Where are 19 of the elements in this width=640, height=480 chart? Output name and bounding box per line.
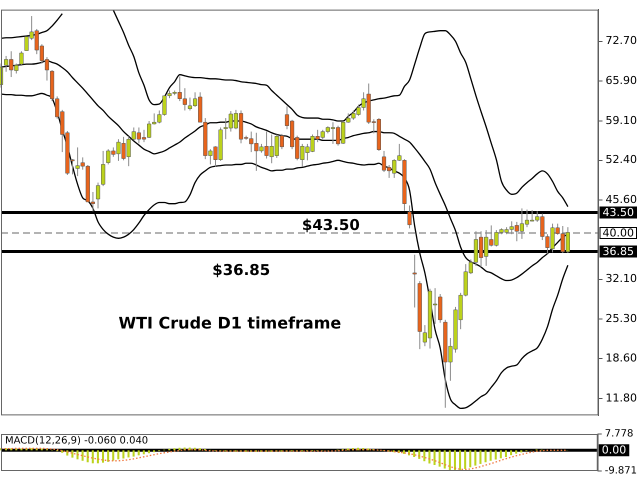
ref-line-label: 0.00 (602, 444, 626, 457)
y-tick-label: -9.871 (604, 466, 638, 477)
ref-line-label: 36.85 (602, 244, 634, 258)
y-tick-label: 32.10 (606, 272, 638, 286)
y-tick-label: 72.70 (606, 34, 638, 48)
annotation: WTI Crude D1 timeframe (118, 313, 342, 332)
annotation: $43.50 (302, 216, 360, 234)
annotation: $36.85 (212, 261, 270, 280)
ref-line-label: 40.00 (602, 226, 634, 240)
ref-line-label: 43.50 (602, 206, 634, 219)
y-tick-label: 11.80 (606, 391, 638, 404)
y-tick-label: 52.40 (606, 153, 638, 166)
y-tick-label: 45.60 (606, 193, 638, 206)
y-tick-label: 59.10 (606, 114, 638, 127)
y-tick-label: 65.90 (606, 74, 638, 87)
chart-title: MACD(12,26,9) -0.060 0.040 (5, 436, 148, 447)
y-tick-label: 7.778 (604, 428, 634, 440)
y-tick-label: 25.30 (606, 312, 638, 326)
y-tick-label: 18.60 (606, 351, 638, 364)
